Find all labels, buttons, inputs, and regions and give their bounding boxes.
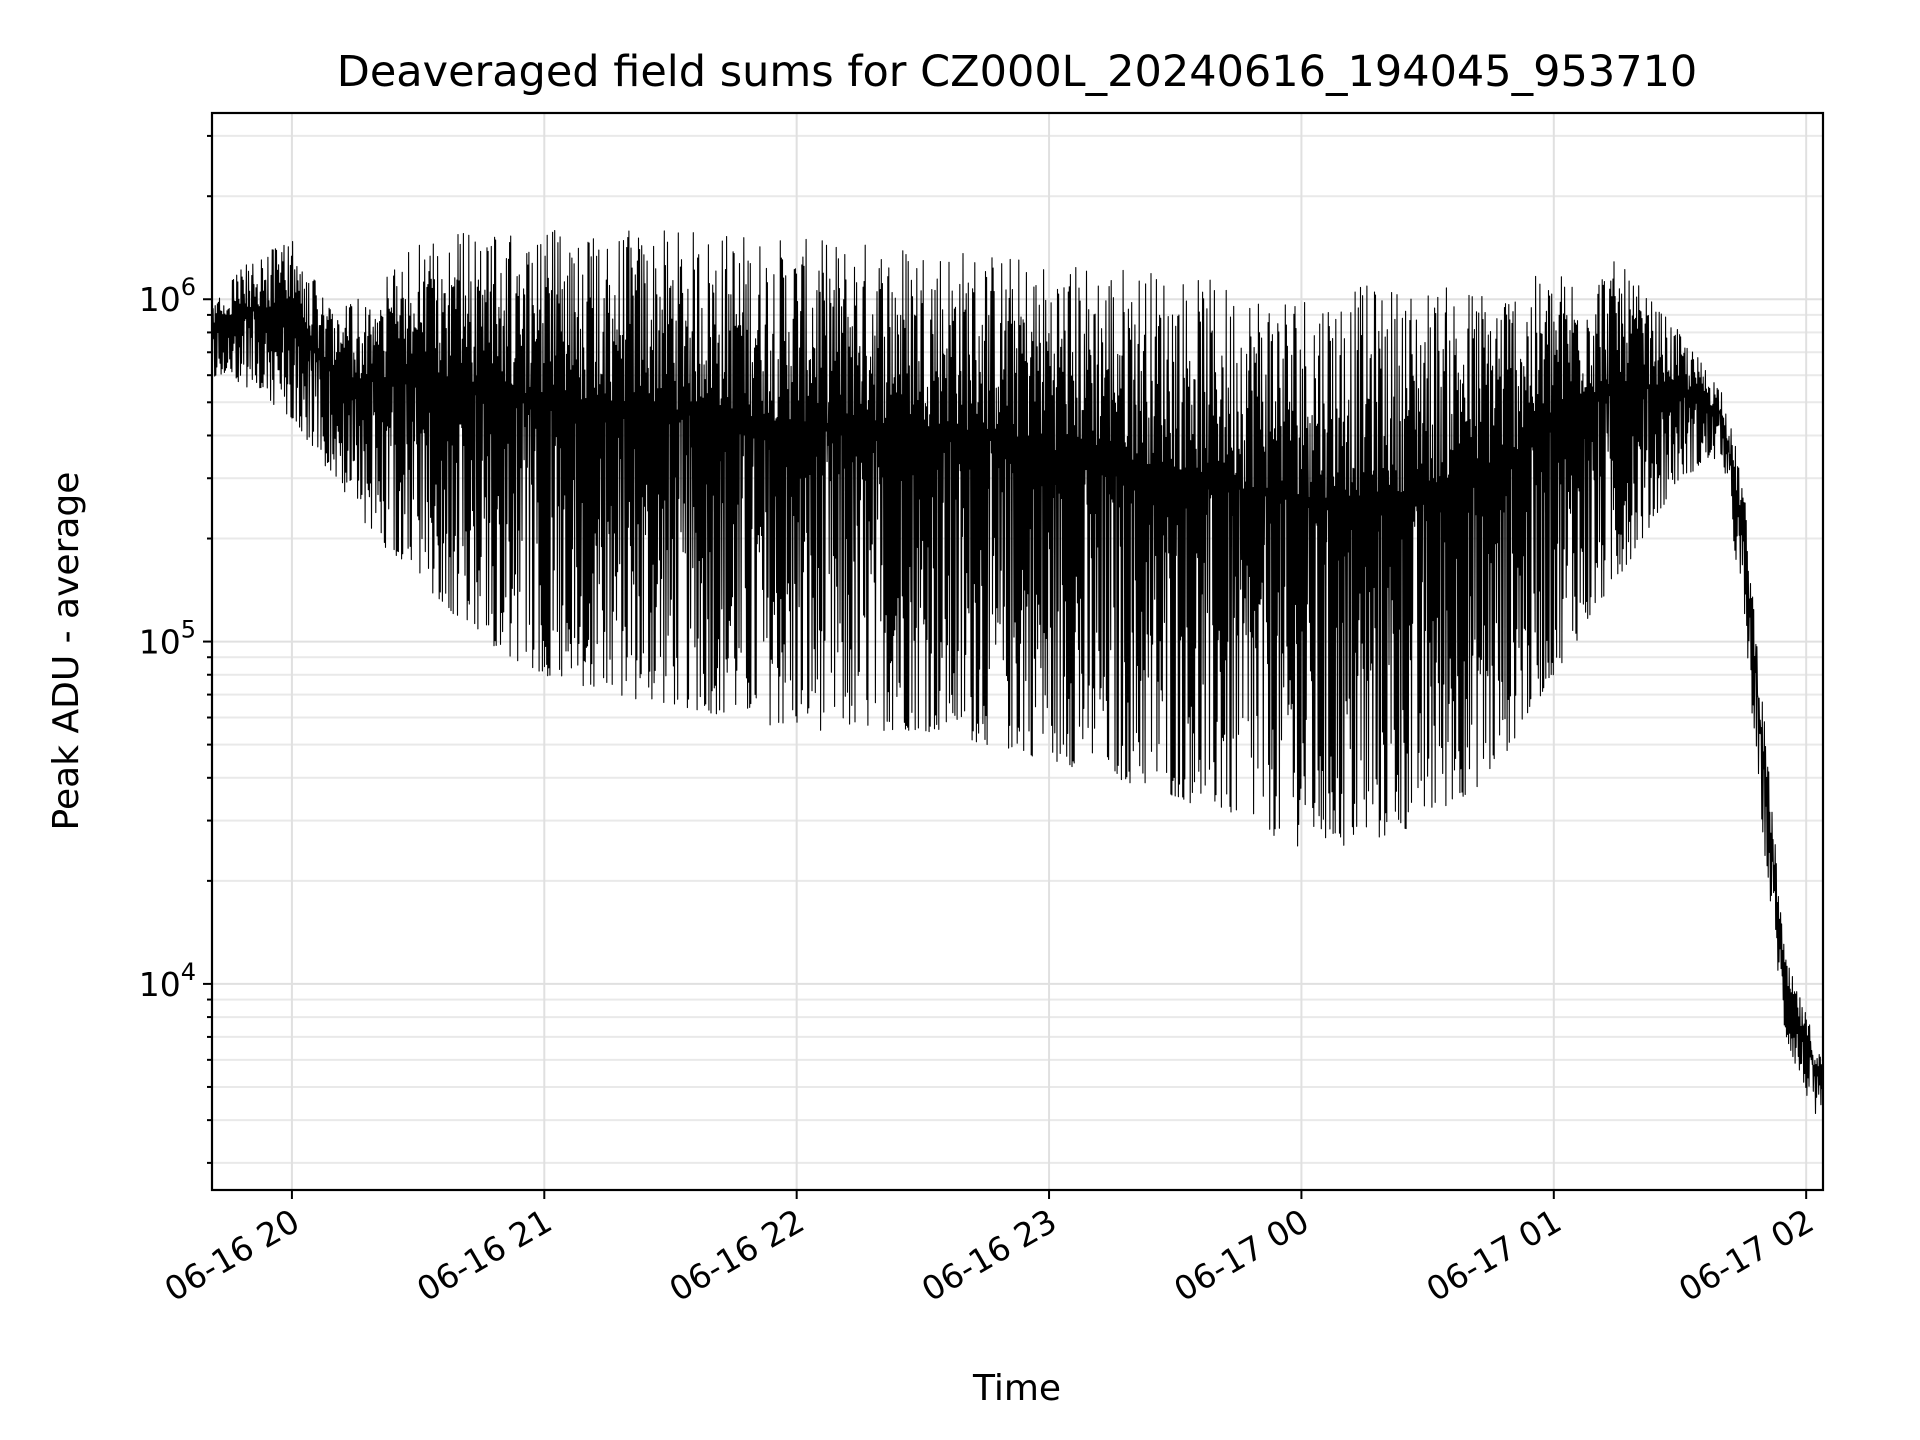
series-line [211,229,1824,1115]
chart-title: Deaveraged field sums for CZ000L_2024061… [337,47,1698,97]
series-layer [211,229,1824,1115]
plot-frame [210,111,1825,1192]
y-tick-label: 106 [139,273,196,319]
y-axis-label: Peak ADU - average [46,472,87,831]
x-axis-label: Time [972,1368,1061,1409]
y-tick-label: 105 [139,616,196,662]
y-tick-label: 104 [139,958,196,1004]
